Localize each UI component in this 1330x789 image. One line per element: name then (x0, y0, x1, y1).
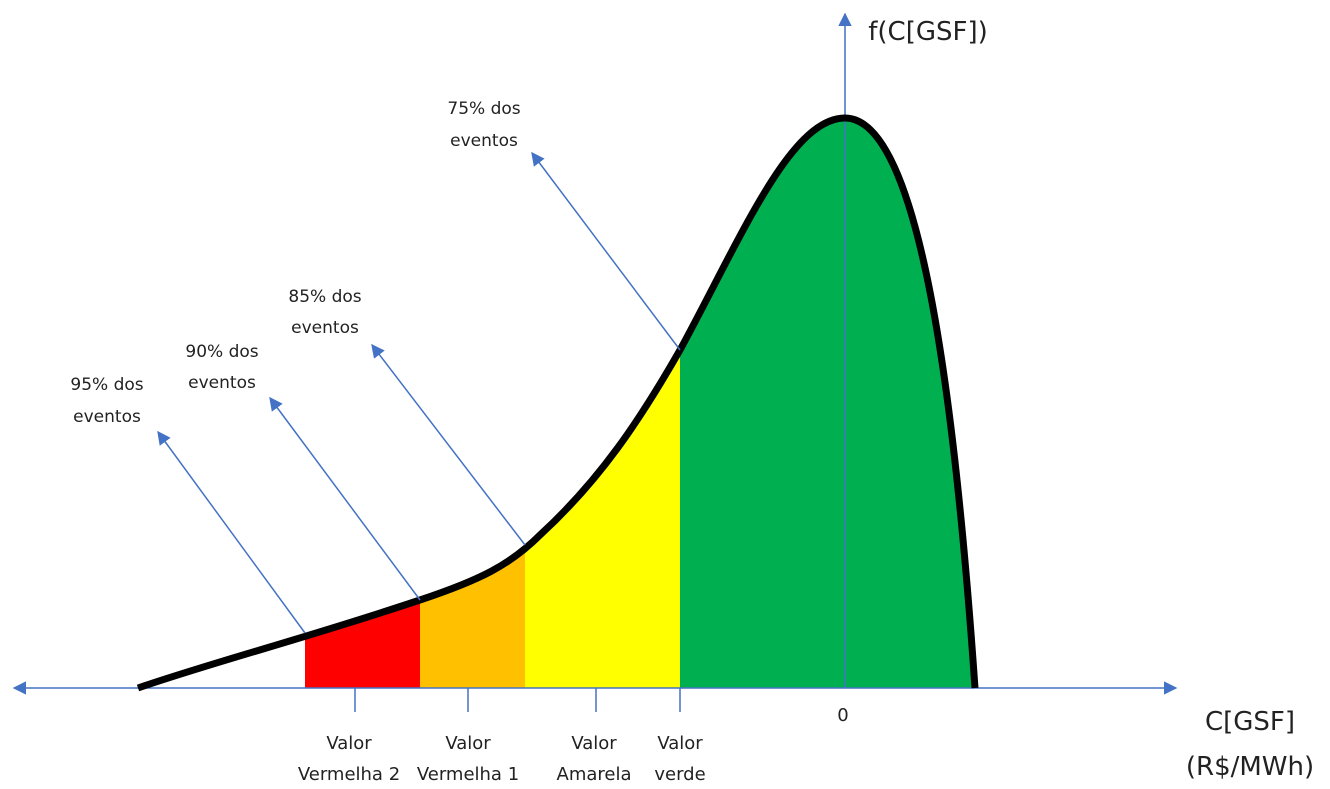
annotation: 95% dos (70, 375, 143, 395)
annotation-arrow (269, 396, 421, 601)
value-label: Vermelha 2 (298, 764, 400, 785)
region-green (680, 118, 975, 688)
value-label: Valor (445, 733, 491, 754)
annotation: eventos (291, 318, 359, 338)
density-curve (136, 114, 979, 692)
x-axis-label: C[GSF] (1205, 707, 1295, 737)
value-label: Vermelha 1 (417, 764, 519, 785)
ticks (354, 688, 681, 712)
value-label: Valor (657, 733, 703, 754)
region-yellow (525, 118, 681, 688)
filled-regions (305, 118, 975, 688)
y-axis-label: f(C[GSF]) (868, 17, 988, 47)
region-red2 (305, 118, 421, 688)
annotation: eventos (73, 407, 141, 427)
annotation-arrow (531, 151, 681, 351)
annotation: eventos (188, 373, 256, 393)
annotation: 90% dos (185, 342, 258, 362)
value-label: Amarela (557, 764, 632, 785)
annotation: 75% dos (447, 99, 520, 119)
value-label: verde (654, 764, 705, 785)
annotation: 85% dos (288, 287, 361, 307)
value-label: Valor (571, 733, 617, 754)
annotation: eventos (450, 131, 518, 151)
annotation-arrow (371, 343, 526, 546)
value-label: Valor (326, 733, 372, 754)
x-axis-label: (R$/MWh) (1186, 752, 1314, 782)
zero-label: 0 (837, 705, 848, 726)
annotation-arrow (157, 430, 306, 634)
